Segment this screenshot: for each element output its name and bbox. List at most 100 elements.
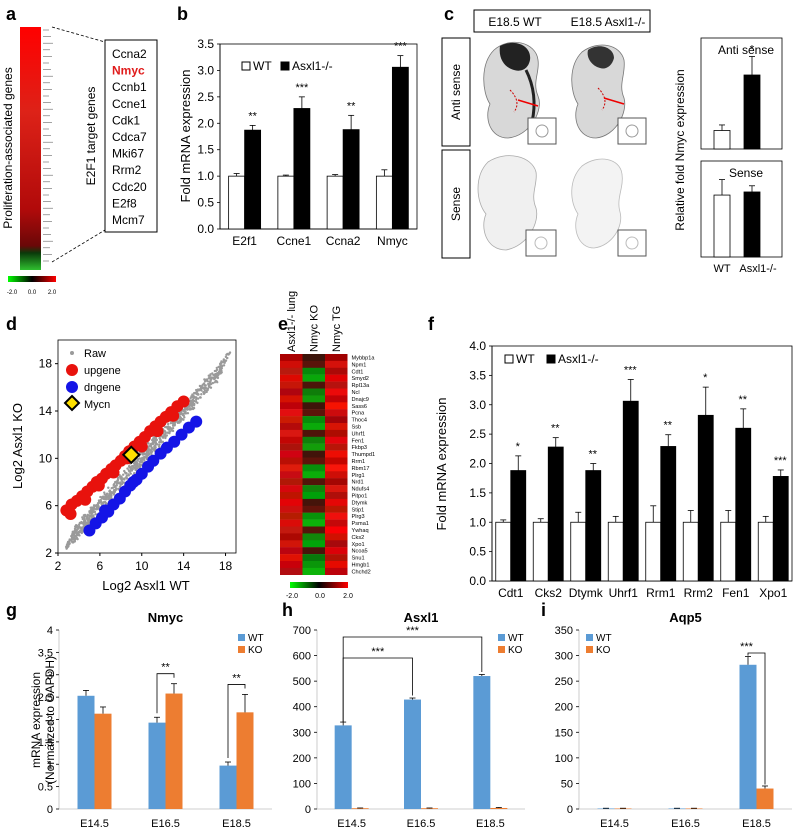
heatmap-cell [325, 409, 348, 417]
legend-label-upgene: upgene [84, 365, 121, 377]
heatmap-cell [280, 381, 303, 389]
raw-point [94, 513, 97, 516]
raw-point [219, 361, 223, 365]
y-tick-label: 14 [39, 404, 53, 418]
raw-point [181, 412, 184, 416]
heatmap-gene-labels [43, 29, 53, 262]
bar-asxl1-nmyc [391, 66, 409, 230]
raw-point [192, 400, 195, 403]
significance-marker: *** [394, 41, 408, 53]
raw-point [166, 427, 169, 430]
bar-ko-e16.5 [421, 808, 438, 809]
raw-point [215, 368, 219, 372]
y-tick-label: 2.5 [38, 692, 53, 704]
raw-point [228, 352, 231, 355]
raw-point [207, 382, 210, 386]
heatmap-cell [280, 498, 303, 506]
heatmap-gene-label: Dtymk [352, 500, 368, 506]
legend-label-raw: Raw [84, 348, 106, 360]
significance-bracket [342, 657, 413, 723]
dngene-point [127, 476, 140, 488]
heatmap-gene-label: Chchd2 [352, 569, 371, 575]
bar-ko-e14.5 [614, 808, 632, 809]
raw-point [202, 382, 206, 385]
raw-point [200, 393, 203, 396]
raw-point [99, 495, 102, 499]
legend-label-wt: WT [596, 633, 612, 644]
raw-point [196, 392, 199, 395]
heatmap-cell [325, 429, 348, 437]
heatmap-cell [280, 567, 303, 575]
legend-swatch-raw [70, 351, 74, 355]
legend-label-ko: KO [596, 645, 611, 656]
panel-a-ylabel: Proliferation-associated genes [1, 67, 15, 228]
significance-marker: * [703, 372, 708, 384]
raw-point [219, 363, 222, 367]
raw-point [68, 538, 72, 541]
heatmap-cell [325, 554, 348, 562]
heatmap-cell [280, 519, 303, 527]
panel-letter-e: e [278, 314, 288, 334]
raw-point [147, 442, 150, 445]
x-tick-label: E18.5 [476, 818, 505, 828]
raw-point [194, 400, 198, 403]
bar-wt [713, 194, 731, 258]
raw-point [208, 380, 211, 383]
colorbar-a-tick-neg: -2.0 [7, 290, 18, 296]
raw-point [118, 475, 121, 478]
upgene-point [92, 479, 105, 492]
heatmap-gene-label: Sass6 [352, 404, 368, 410]
raw-point [103, 493, 106, 496]
x-tick-label: E18.5 [742, 818, 771, 828]
raw-point [171, 424, 175, 427]
raw-point [137, 457, 140, 461]
heatmap-gene-label: Ndufs4 [352, 487, 370, 493]
heatmap-cell [302, 443, 325, 451]
raw-point [142, 456, 145, 460]
raw-point [161, 440, 165, 444]
heatmap-gene-label: Hmgb1 [352, 563, 370, 569]
heatmap-cell [325, 505, 348, 513]
bar-ko-e14.5 [94, 713, 112, 809]
ish-row-label-sense: Sense [449, 187, 463, 221]
y-tick-label: 500 [293, 676, 311, 688]
raw-point [76, 537, 79, 541]
panel-e: -2.0 0.0 2.0 Asxl1-/- lung Nmyc KO Nmyc TG… [280, 291, 375, 600]
raw-point [79, 530, 83, 534]
raw-point [150, 446, 154, 450]
significance-marker: ** [161, 662, 170, 674]
heatmap-cell [280, 533, 303, 541]
heatmap-cell [280, 429, 303, 437]
heatmap-cell [280, 547, 303, 555]
legend-swatch-wt [498, 634, 505, 641]
heatmap-cell [280, 367, 303, 375]
y-tick-label: 4 [47, 625, 53, 637]
raw-point [112, 483, 115, 487]
panel-f: 0.0 0.5 1.0 1.5 2.0 2.5 3.0 3.5 4.0 Cdt1 Cks2 Dtymk… [434, 339, 793, 600]
raw-point [111, 486, 115, 489]
x-tick-label: 14 [177, 559, 191, 573]
bar-asxl1-cks2 [547, 446, 564, 582]
bar-asxl1-e2f1 [244, 129, 262, 230]
ish-header-box [473, 9, 651, 33]
raw-point [70, 540, 73, 543]
bar-wt-cdt1 [495, 521, 512, 582]
heatmap-cell [280, 354, 303, 362]
raw-point [213, 376, 217, 380]
y-tick-label: 2.0 [469, 457, 486, 471]
raw-point [126, 467, 129, 470]
x-tick-label: Cdt1 [498, 586, 524, 600]
heatmap-gene-label: Cks2 [352, 535, 365, 541]
raw-point [204, 384, 207, 387]
significance-marker: * [750, 43, 755, 57]
y-tick-label: 3.5 [469, 368, 486, 382]
raw-point [135, 466, 139, 470]
bar-ko-e16.5 [685, 808, 703, 809]
bar-ko-e18.5 [490, 807, 508, 809]
heatmap-gene-label: Ncoa5 [352, 549, 368, 555]
proliferation-heatmap [20, 27, 41, 270]
significance-bracket [342, 636, 483, 723]
gene-label-nmyc: Nmyc [112, 64, 145, 78]
raw-point [215, 366, 219, 370]
significance-marker: *** [740, 641, 754, 653]
